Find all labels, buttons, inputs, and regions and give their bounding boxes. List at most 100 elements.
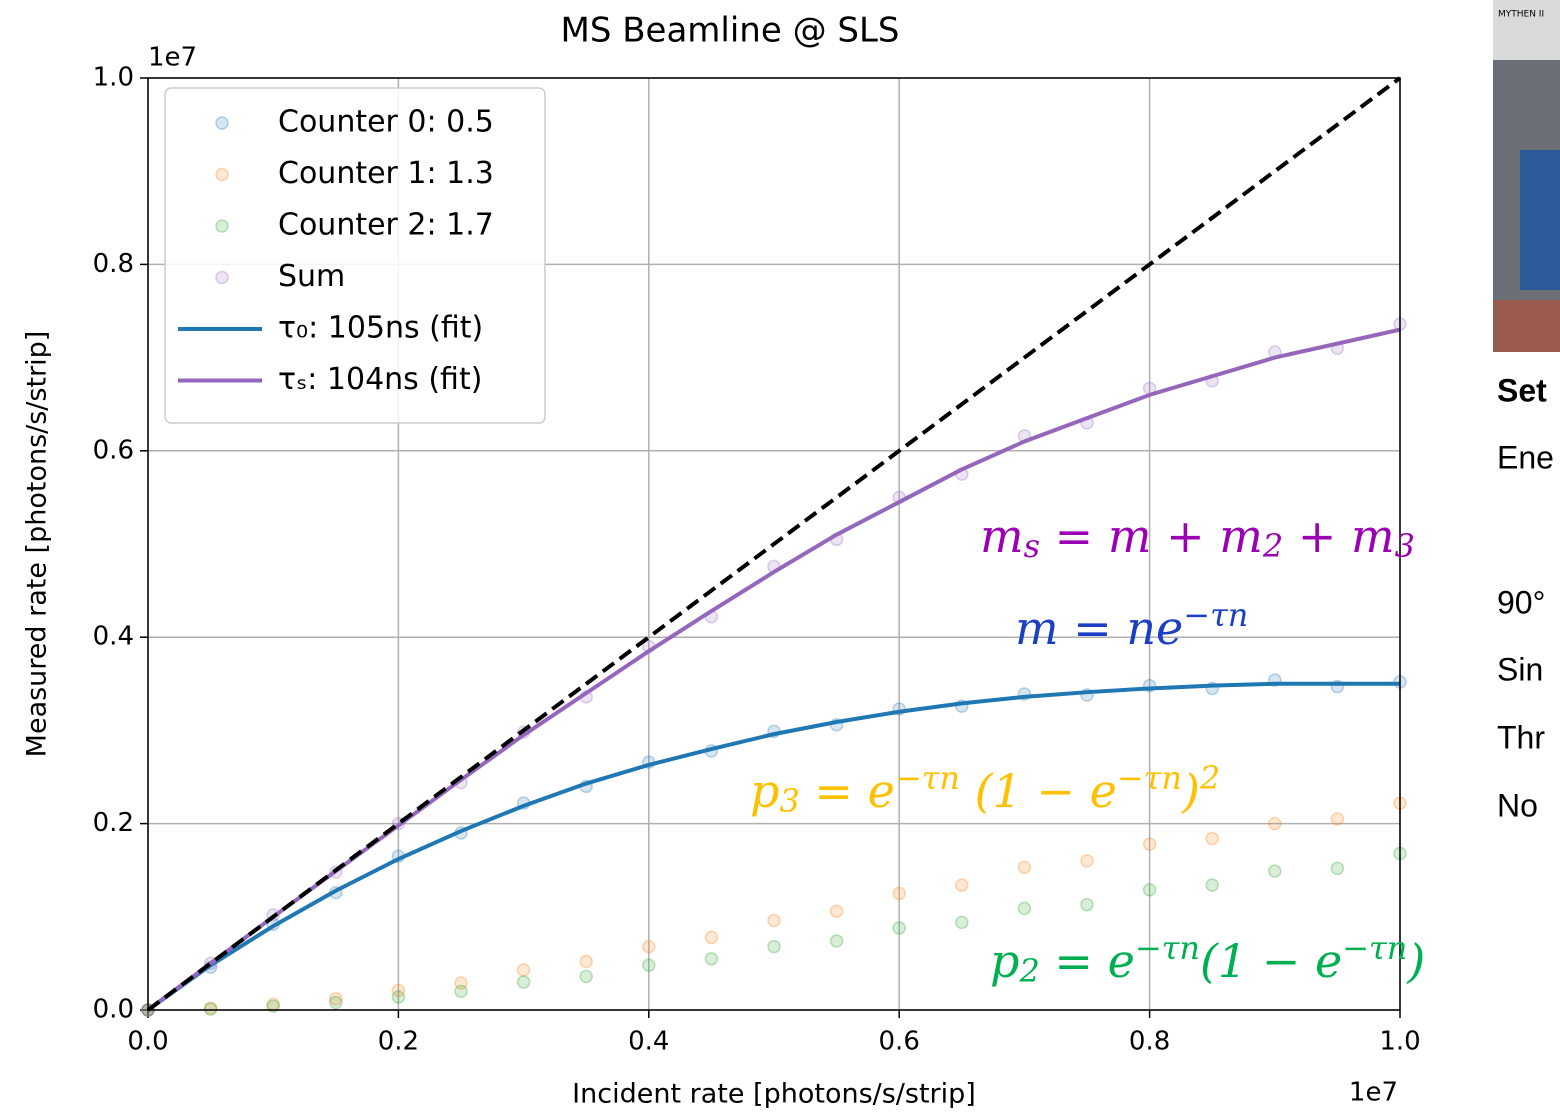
legend-box	[164, 87, 546, 424]
legend-label: Counter 1: 1.3	[278, 156, 494, 191]
equation-part: = e	[800, 764, 895, 818]
scatter-point	[829, 934, 844, 948]
scatter-point	[579, 969, 593, 984]
scatter-point	[1205, 878, 1219, 892]
photo-detail	[1493, 300, 1560, 352]
scatter-point	[955, 915, 969, 930]
legend-swatch	[215, 219, 229, 233]
scatter-point	[1268, 816, 1282, 831]
x-tick-label: 0.2	[378, 1027, 419, 1057]
scatter-point	[1080, 854, 1094, 868]
scatter-point	[767, 939, 781, 954]
chart-title: MS Beamline @ SLS	[560, 11, 899, 51]
x-tick-label: 0.6	[879, 1027, 920, 1057]
x-tick-label: 1.0	[1379, 1027, 1420, 1057]
equation-part: = m + m	[1040, 509, 1263, 563]
side-text: 90°	[1497, 584, 1545, 620]
scatter-point	[1017, 901, 1032, 916]
scatter-point	[1205, 831, 1219, 846]
equation: p3 = e−τn (1 − e−τn)2	[750, 759, 1220, 819]
scatter-point	[329, 992, 343, 1006]
y-tick-label: 0.2	[93, 808, 134, 838]
plot-frame	[147, 77, 1401, 1011]
equation-part: m = ne	[1015, 601, 1183, 655]
side-text: Ene	[1497, 439, 1554, 475]
equation-part: )	[1181, 764, 1200, 818]
scatter-point	[642, 958, 656, 973]
scatter-point	[203, 1002, 218, 1016]
equation-part: m	[980, 509, 1024, 563]
equation-part: 3	[1395, 527, 1415, 565]
photo-detail	[1493, 0, 1560, 60]
equation-part: −τn	[1183, 596, 1248, 634]
x-tick-label: 0.0	[127, 1027, 168, 1057]
x-tick-label: 0.8	[1129, 1027, 1170, 1057]
equation-part: 3	[779, 782, 799, 820]
legend-swatch	[215, 167, 229, 182]
scatter-point	[391, 990, 406, 1004]
y-offset-label: 1e7	[148, 43, 197, 73]
legend-label: Sum	[278, 259, 345, 294]
equation-part: −τn	[1342, 929, 1407, 967]
legend-label: Counter 0: 0.5	[278, 105, 494, 140]
photo-caption: MYTHEN II	[1498, 10, 1544, 20]
equation: m = ne−τn	[1015, 596, 1248, 655]
y-tick-label: 0.6	[93, 435, 134, 465]
scatter-point	[829, 904, 844, 918]
equation-part: = e	[1040, 934, 1135, 988]
equation-part: 2	[1199, 759, 1220, 797]
scatter-point	[454, 976, 468, 990]
side-text: Sin	[1497, 651, 1543, 687]
equation: ms = m + m2 + m3	[980, 509, 1415, 565]
photo-detail	[1520, 150, 1560, 290]
equation-part: s	[1024, 527, 1040, 565]
equation-part: 2	[1018, 952, 1039, 990]
scatter-point	[1268, 864, 1282, 878]
equation-part: (1 − e	[1200, 934, 1342, 988]
fit-line	[146, 327, 1401, 1012]
side-text: No	[1497, 787, 1538, 823]
scatter-point	[704, 930, 719, 945]
scatter-point	[516, 975, 531, 989]
scatter-point	[579, 954, 593, 969]
equation-part: (1 − e	[960, 764, 1117, 818]
scatter-point	[1330, 812, 1345, 826]
x-offset-label: 1e7	[1349, 1078, 1398, 1108]
x-axis-label: Incident rate [photons/s/strip]	[572, 1079, 976, 1110]
scatter-point	[391, 983, 406, 998]
equation-part: −τn	[1135, 929, 1200, 967]
equation-part: p	[990, 934, 1019, 988]
side-heading: Set	[1497, 372, 1547, 408]
scatter-point	[1330, 861, 1345, 876]
y-tick-label: 0.8	[93, 249, 134, 279]
equation-part: )	[1406, 934, 1425, 988]
scatter-point	[892, 921, 906, 935]
scatter-point	[892, 886, 906, 901]
y-tick-label: 1.0	[93, 63, 134, 93]
equation-part: p	[750, 764, 779, 818]
scatter-point	[767, 913, 781, 928]
legend-label: τ₀: 105ns (fit)	[278, 311, 483, 346]
scatter-point	[704, 951, 719, 966]
equation-part: + m	[1283, 509, 1394, 563]
scatter-point	[1017, 860, 1032, 875]
x-tick-label: 0.4	[628, 1027, 669, 1057]
equation-part: −τn	[1117, 759, 1182, 797]
identity-line	[146, 76, 1402, 1012]
scatter-point	[642, 939, 656, 954]
equation-part: 2	[1262, 527, 1283, 565]
legend-swatch	[215, 116, 229, 130]
scatter-point	[1080, 897, 1094, 912]
scatter-point	[955, 878, 969, 892]
scatter-point	[329, 995, 343, 1010]
scatter-point	[454, 984, 468, 999]
y-tick-label: 0.4	[93, 622, 134, 652]
scatter-point	[1142, 837, 1157, 851]
scatter-point	[1142, 883, 1157, 897]
equation-part: −τn	[895, 759, 960, 797]
legend-label: Counter 2: 1.7	[278, 208, 494, 243]
side-text: Thr	[1497, 719, 1545, 755]
legend-swatch	[215, 270, 229, 285]
y-axis-label: Measured rate [photons/s/strip]	[22, 331, 53, 758]
